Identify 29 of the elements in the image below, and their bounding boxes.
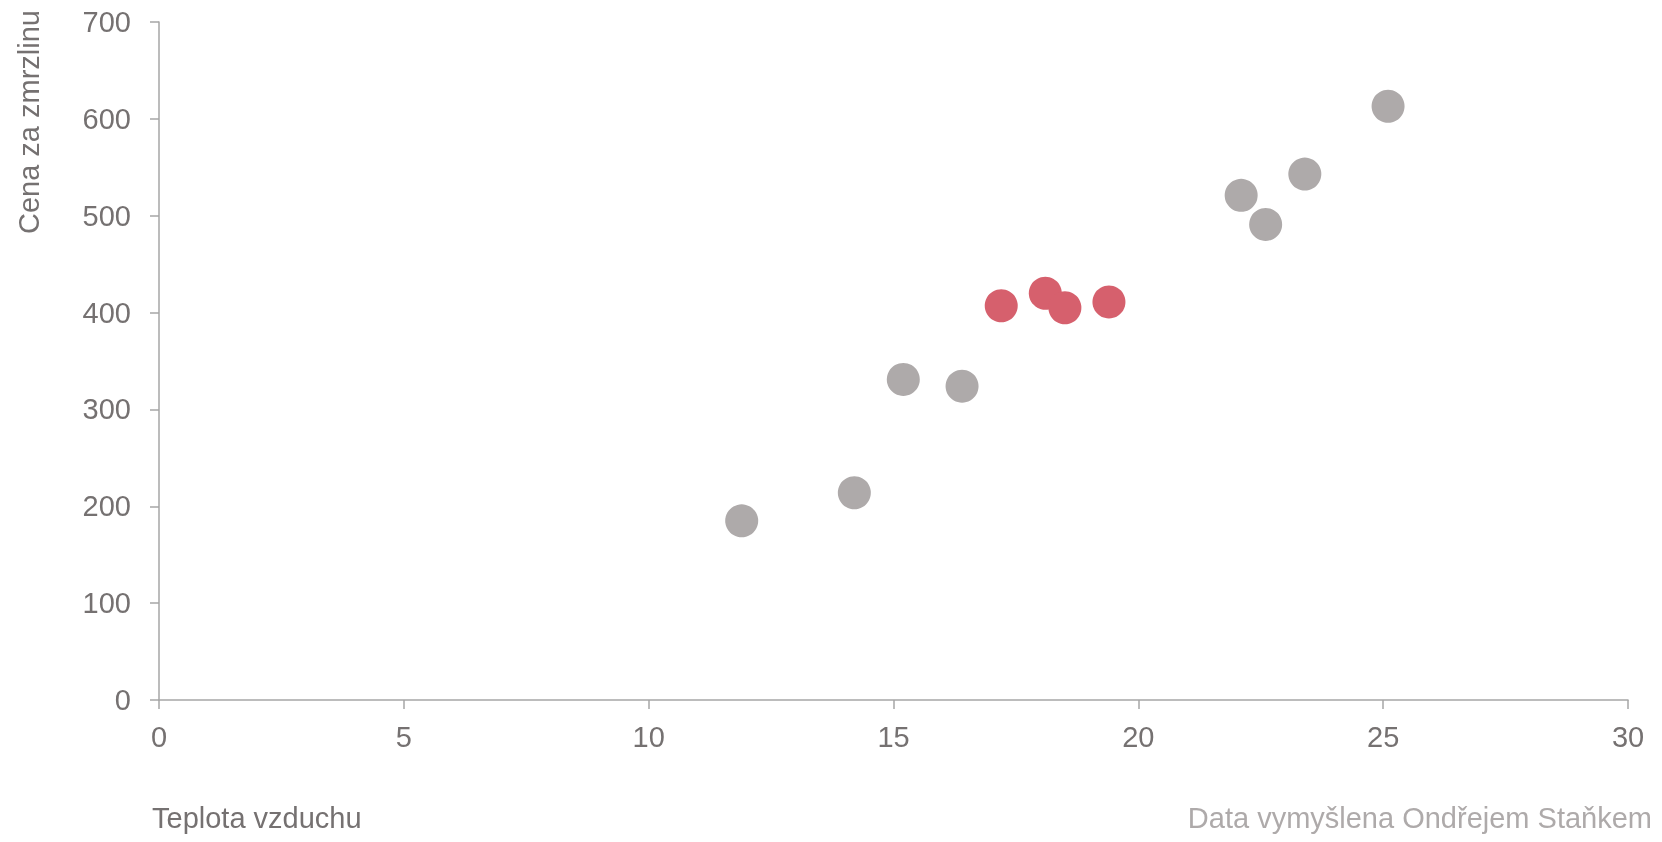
x-tick-label: 10 bbox=[632, 720, 665, 753]
x-tick-label: 15 bbox=[877, 720, 910, 753]
x-tick-label: 20 bbox=[1122, 720, 1155, 753]
text: Data vymyšlena Ondřejem Staňkem bbox=[1187, 801, 1652, 834]
x-tick-label: 0 bbox=[150, 720, 168, 753]
point bbox=[1092, 285, 1126, 319]
point bbox=[886, 362, 920, 396]
point bbox=[984, 289, 1018, 323]
y-tick-label: 400 bbox=[82, 296, 131, 329]
point bbox=[1249, 207, 1283, 241]
point bbox=[725, 504, 759, 538]
x-tick-label: 30 bbox=[1611, 720, 1645, 753]
point bbox=[1288, 157, 1322, 191]
y-tick-label: 0 bbox=[114, 684, 131, 716]
y-tick-label: 600 bbox=[82, 102, 131, 135]
x-tick-label: 25 bbox=[1367, 720, 1400, 753]
point bbox=[1224, 178, 1258, 212]
point bbox=[945, 369, 979, 403]
y-tick-label: 200 bbox=[82, 490, 131, 523]
point bbox=[1048, 291, 1082, 325]
y-tick-label: 500 bbox=[82, 199, 131, 232]
y-tick-label: 700 bbox=[82, 6, 131, 38]
point bbox=[1371, 89, 1405, 123]
y-axis-title: Cena za zmrzlinu bbox=[12, 10, 45, 235]
y-tick-label: 300 bbox=[82, 393, 131, 426]
y-tick-label: 100 bbox=[82, 587, 131, 620]
x-tick-label: 5 bbox=[395, 720, 412, 753]
x-axis-title: Teplota vzduchu bbox=[152, 801, 362, 834]
point bbox=[837, 476, 871, 510]
